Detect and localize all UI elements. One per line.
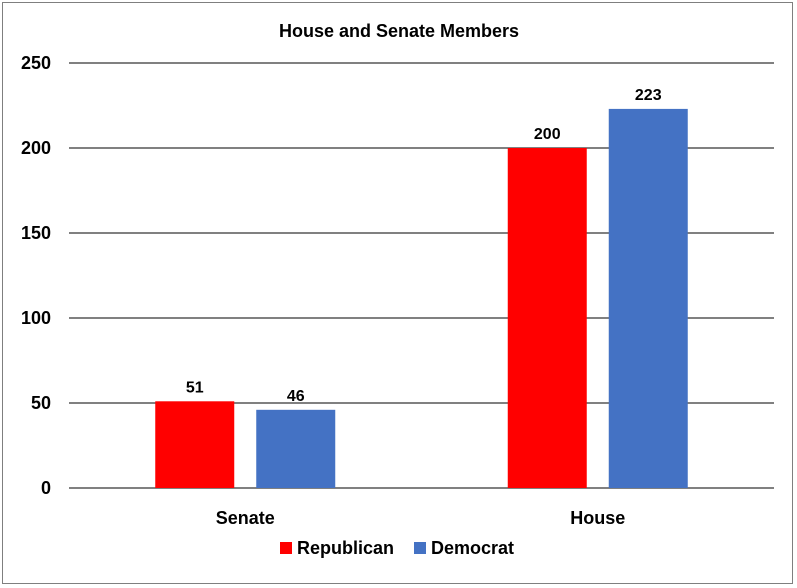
bar-chart: House and Senate Members 0 50 100 150 200 250… <box>21 21 774 558</box>
y-tick-label-0: 0 <box>41 478 51 498</box>
y-tick-label-250: 250 <box>21 53 51 73</box>
bar-house-democrat <box>608 108 688 489</box>
y-tick-label-50: 50 <box>31 393 51 413</box>
data-label-senate-republican: 51 <box>186 379 204 396</box>
legend-label-democrat: Democrat <box>431 538 514 558</box>
y-tick-label-200: 200 <box>21 138 51 158</box>
legend-swatch-democrat <box>414 542 426 554</box>
y-tick-label-100: 100 <box>21 308 51 328</box>
data-label-house-republican: 200 <box>534 126 561 143</box>
chart-title: House and Senate Members <box>279 21 519 41</box>
bar-senate-republican <box>155 401 235 488</box>
x-category-label-house: House <box>570 508 625 528</box>
x-category-label-senate: Senate <box>216 508 275 528</box>
data-label-house-democrat: 223 <box>635 87 662 104</box>
legend-swatch-republican <box>280 542 292 554</box>
y-tick-label-150: 150 <box>21 223 51 243</box>
bar-senate-democrat <box>256 409 336 488</box>
data-label-senate-democrat: 46 <box>287 388 305 405</box>
legend-label-republican: Republican <box>297 538 394 558</box>
bar-house-republican <box>507 148 587 488</box>
